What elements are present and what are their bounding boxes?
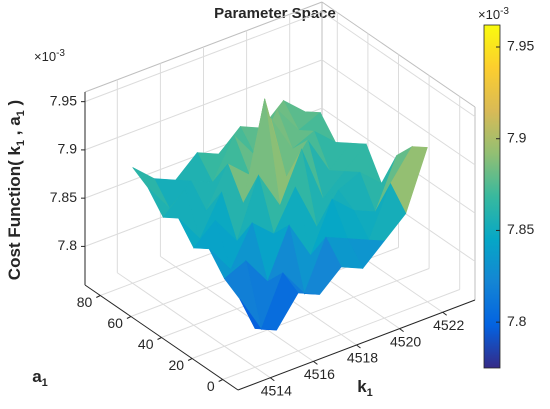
z-axis-label-part: 1 xyxy=(15,140,27,146)
z-axis-label-part: ) xyxy=(5,100,24,110)
x-axis-label-part: k xyxy=(357,377,367,396)
tick-mark xyxy=(218,379,223,382)
y-tick-label: 80 xyxy=(77,294,93,310)
y-tick-label: 20 xyxy=(169,357,185,373)
z-tick-label: 7.95 xyxy=(50,92,77,108)
x-axis-label: k1 xyxy=(357,377,373,398)
y-tick-label: 40 xyxy=(138,336,154,352)
z-axis-label-part: 1 xyxy=(15,110,27,116)
tick-mark xyxy=(157,337,162,340)
z-axis-label: Cost Function( k1 , a1 ) xyxy=(5,100,26,280)
grid-line xyxy=(222,289,460,380)
z-axis-label-part: , a xyxy=(5,116,24,140)
tick-mark xyxy=(313,360,318,365)
z-axis-label-part: Cost Function( k xyxy=(5,146,24,281)
colorbar-tick-label: 7.95 xyxy=(507,38,534,54)
tick-mark xyxy=(187,358,193,361)
colorbar-exponent: ×10-3 xyxy=(478,6,509,23)
x-tick-label: 4516 xyxy=(304,366,335,382)
colorbar-exponent-part: -3 xyxy=(500,6,509,17)
z-tick-label: 7.8 xyxy=(58,237,78,253)
colorbar-tick-label: 7.8 xyxy=(507,313,527,329)
x-axis-label-part: 1 xyxy=(367,387,373,399)
y-axis-label-part: a xyxy=(32,367,42,386)
tick-mark xyxy=(96,295,101,298)
grid-line xyxy=(191,268,430,359)
tick-mark xyxy=(356,344,361,349)
colorbar-tick-label: 7.85 xyxy=(507,221,534,237)
tick-mark xyxy=(270,377,275,382)
surface-face xyxy=(239,298,277,331)
tick-mark xyxy=(442,311,447,316)
colorbar-exponent-part: ×10 xyxy=(478,7,500,22)
z-exponent-part: ×10 xyxy=(34,49,56,64)
colorbar xyxy=(483,24,501,369)
y-tick-label: 0 xyxy=(207,378,215,394)
z-tick-label: 7.9 xyxy=(58,141,78,157)
x-tick-label: 4518 xyxy=(347,350,378,366)
tick-mark xyxy=(399,328,404,333)
y-tick-label: 60 xyxy=(107,315,123,331)
y-axis-label: a1 xyxy=(32,367,48,388)
x-tick-label: 4514 xyxy=(261,382,292,398)
tick-mark xyxy=(126,316,132,319)
y-axis-label-part: 1 xyxy=(42,377,48,389)
z-exponent: ×10-3 xyxy=(34,48,65,65)
z-exponent-part: -3 xyxy=(56,48,65,59)
x-tick-label: 4520 xyxy=(390,333,421,349)
x-tick-label: 4522 xyxy=(433,317,464,333)
colorbar-tick-label: 7.9 xyxy=(507,129,527,145)
z-tick-label: 7.85 xyxy=(50,189,77,205)
